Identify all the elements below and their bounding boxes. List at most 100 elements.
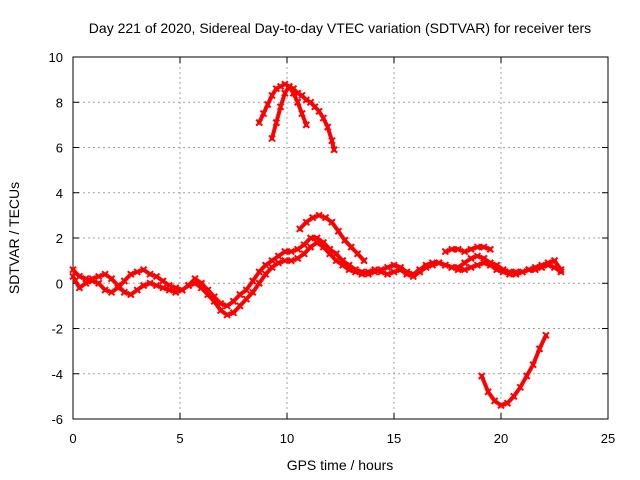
- series-arc-high-2-point: [272, 118, 281, 127]
- series-arc-1-point: [550, 256, 559, 265]
- chart-title: Day 221 of 2020, Sidereal Day-to-day VTE…: [89, 20, 591, 36]
- y-tick-label: 0: [56, 276, 63, 291]
- series-arc-2-point: [332, 256, 340, 265]
- series-low-arc-point: [535, 345, 544, 353]
- series-short-arc-point: [473, 243, 482, 251]
- series-short-arc-point: [467, 245, 475, 254]
- series-arc-2-point: [229, 308, 238, 317]
- series-arc-1-point: [159, 277, 167, 285]
- y-tick-label: -6: [51, 412, 63, 427]
- series-arc-2-point: [306, 243, 315, 251]
- series-arc-2-point: [544, 261, 552, 269]
- series-arc-2-point: [390, 268, 398, 276]
- series-arc-2-point: [441, 261, 450, 269]
- series-short-arc-point: [460, 247, 469, 256]
- series-low-arc-point: [478, 372, 486, 380]
- series-low-arc-point: [503, 399, 512, 407]
- series-arc-2-point: [191, 279, 199, 287]
- series-arc-high-2-point: [315, 107, 323, 116]
- series-arc-2-point: [403, 270, 411, 278]
- series-arc-2-point: [473, 252, 482, 260]
- series-arc-1-point: [383, 263, 392, 272]
- series-arc-1-point: [274, 252, 283, 260]
- series-arc-2-point: [120, 288, 129, 297]
- y-tick-label: 10: [49, 50, 63, 65]
- series-arc-2-point: [550, 263, 559, 272]
- series-arc-high-1-point: [298, 109, 306, 118]
- series-arc-high-2-point: [293, 89, 302, 97]
- series-arc-2-point: [428, 261, 437, 269]
- series-arc-high-1-point: [276, 82, 285, 91]
- series-arc-2-point: [107, 275, 116, 283]
- series-arc-high-2-point: [328, 137, 336, 145]
- series-short-arc-point: [441, 247, 450, 256]
- series-arc-1-point: [242, 286, 251, 294]
- series-arc-2-point: [287, 256, 295, 265]
- series-arc-2-point: [351, 268, 360, 276]
- series-bump-point: [315, 211, 323, 220]
- series-arc-2-point: [114, 281, 122, 290]
- series-short-arc-point: [480, 243, 488, 251]
- series-arc-2-point: [300, 250, 308, 258]
- series-arc-2-point: [383, 270, 392, 278]
- series-low-arc-line: [479, 333, 548, 408]
- series-arc-2-point: [261, 270, 270, 278]
- series-bump-point: [360, 256, 368, 265]
- series-arc-2-point: [139, 281, 148, 290]
- series-arc-2-point: [197, 284, 206, 292]
- series-bump-point: [321, 213, 330, 222]
- series-arc-1-point: [460, 265, 469, 274]
- series-arc-2-point: [435, 259, 443, 267]
- series-arc-2-point: [319, 243, 328, 251]
- x-tick-label: 5: [176, 431, 183, 446]
- y-tick-label: -4: [51, 367, 63, 382]
- series-arc-2-point: [326, 250, 334, 258]
- series-arc-1-point: [390, 261, 398, 269]
- series-arc-2-point: [255, 279, 263, 287]
- series-arc-2-point: [377, 268, 385, 276]
- series-low-arc-point: [529, 360, 537, 369]
- x-tick-label: 25: [601, 431, 615, 446]
- series-arc-2-point: [531, 263, 539, 272]
- series-short-arc-point: [486, 245, 495, 254]
- series-arc-1-point: [107, 288, 116, 297]
- series-arc-1-point: [300, 241, 308, 249]
- x-axis-label: GPS time / hours: [287, 457, 394, 473]
- series-arc-2-point: [480, 254, 488, 263]
- series-arc-2-point: [505, 268, 514, 276]
- series-arc-1-point: [94, 279, 103, 287]
- series-low-arc-point: [542, 331, 550, 339]
- axis-ticks: 0 5 10 15 20 25 -6 -4 -2 0 2 4 6 8 10: [49, 50, 616, 446]
- x-tick-label: 15: [387, 431, 401, 446]
- series-arc-2-point: [345, 265, 353, 274]
- x-tick-label: 0: [69, 431, 76, 446]
- y-tick-label: 2: [56, 231, 63, 246]
- series-arc-1-point: [261, 261, 270, 269]
- y-axis-label: SDTVAR / TECUs: [6, 182, 22, 294]
- series-low-arc-point: [490, 397, 499, 405]
- series-arc-2-point: [69, 272, 77, 281]
- series-arc-2-point: [159, 284, 167, 292]
- series-bump-point: [353, 250, 362, 258]
- series-arc-2-point: [178, 286, 186, 294]
- series-arc-high-1-point: [293, 98, 302, 106]
- series-arc-2-point: [499, 265, 507, 274]
- series-arc-high-2-point: [319, 114, 328, 122]
- series-arc-2-point: [338, 261, 347, 269]
- series-arc-1-point: [75, 272, 84, 281]
- series-arc-2-point: [172, 288, 180, 297]
- series-arc-2-point: [75, 284, 84, 292]
- series-bump-point: [334, 227, 343, 235]
- series-arc-2-point: [467, 254, 475, 263]
- series-arc-2-point: [448, 263, 456, 272]
- series-arc-1-point: [287, 247, 295, 256]
- series-arc-1-point: [133, 268, 141, 276]
- data-series: [69, 80, 565, 410]
- series-arc-1-point: [249, 277, 257, 285]
- series-arc-2-point: [82, 279, 90, 287]
- series-arc-2-point: [493, 261, 501, 269]
- series-arc-2-point: [94, 272, 103, 281]
- series-low-arc-point: [484, 388, 492, 396]
- series-arc-high-2-point: [323, 123, 332, 131]
